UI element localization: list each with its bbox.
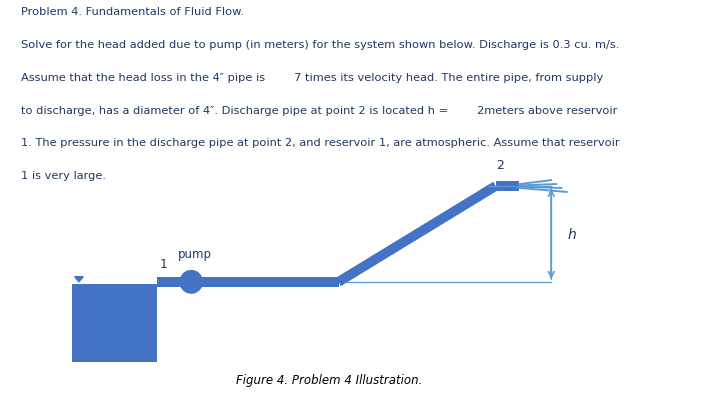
Text: 1 is very large.: 1 is very large. (21, 171, 106, 180)
Bar (157, 277, 338, 287)
Text: Figure 4. Problem 4 Illustration.: Figure 4. Problem 4 Illustration. (235, 373, 422, 386)
Text: 1: 1 (160, 257, 168, 270)
Text: Assume that the head loss in the 4″ pipe is        7 times its velocity head. Th: Assume that the head loss in the 4″ pipe… (21, 73, 603, 83)
Text: Problem 4. Fundamentals of Fluid Flow.: Problem 4. Fundamentals of Fluid Flow. (21, 7, 244, 17)
Text: h: h (568, 227, 576, 241)
Polygon shape (75, 277, 83, 282)
Text: pump: pump (178, 247, 212, 260)
Text: to discharge, has a diameter of 4″. Discharge pipe at point 2 is located h =    : to discharge, has a diameter of 4″. Disc… (21, 105, 617, 115)
Text: Solve for the head added due to pump (in meters) for the system shown below. Dis: Solve for the head added due to pump (in… (21, 40, 619, 50)
Polygon shape (336, 182, 498, 286)
Text: 2: 2 (497, 159, 505, 172)
Bar (495, 182, 518, 191)
Ellipse shape (179, 270, 203, 294)
Bar (72, 284, 157, 362)
Text: 1. The pressure in the discharge pipe at point 2, and reservoir 1, are atmospher: 1. The pressure in the discharge pipe at… (21, 138, 619, 148)
